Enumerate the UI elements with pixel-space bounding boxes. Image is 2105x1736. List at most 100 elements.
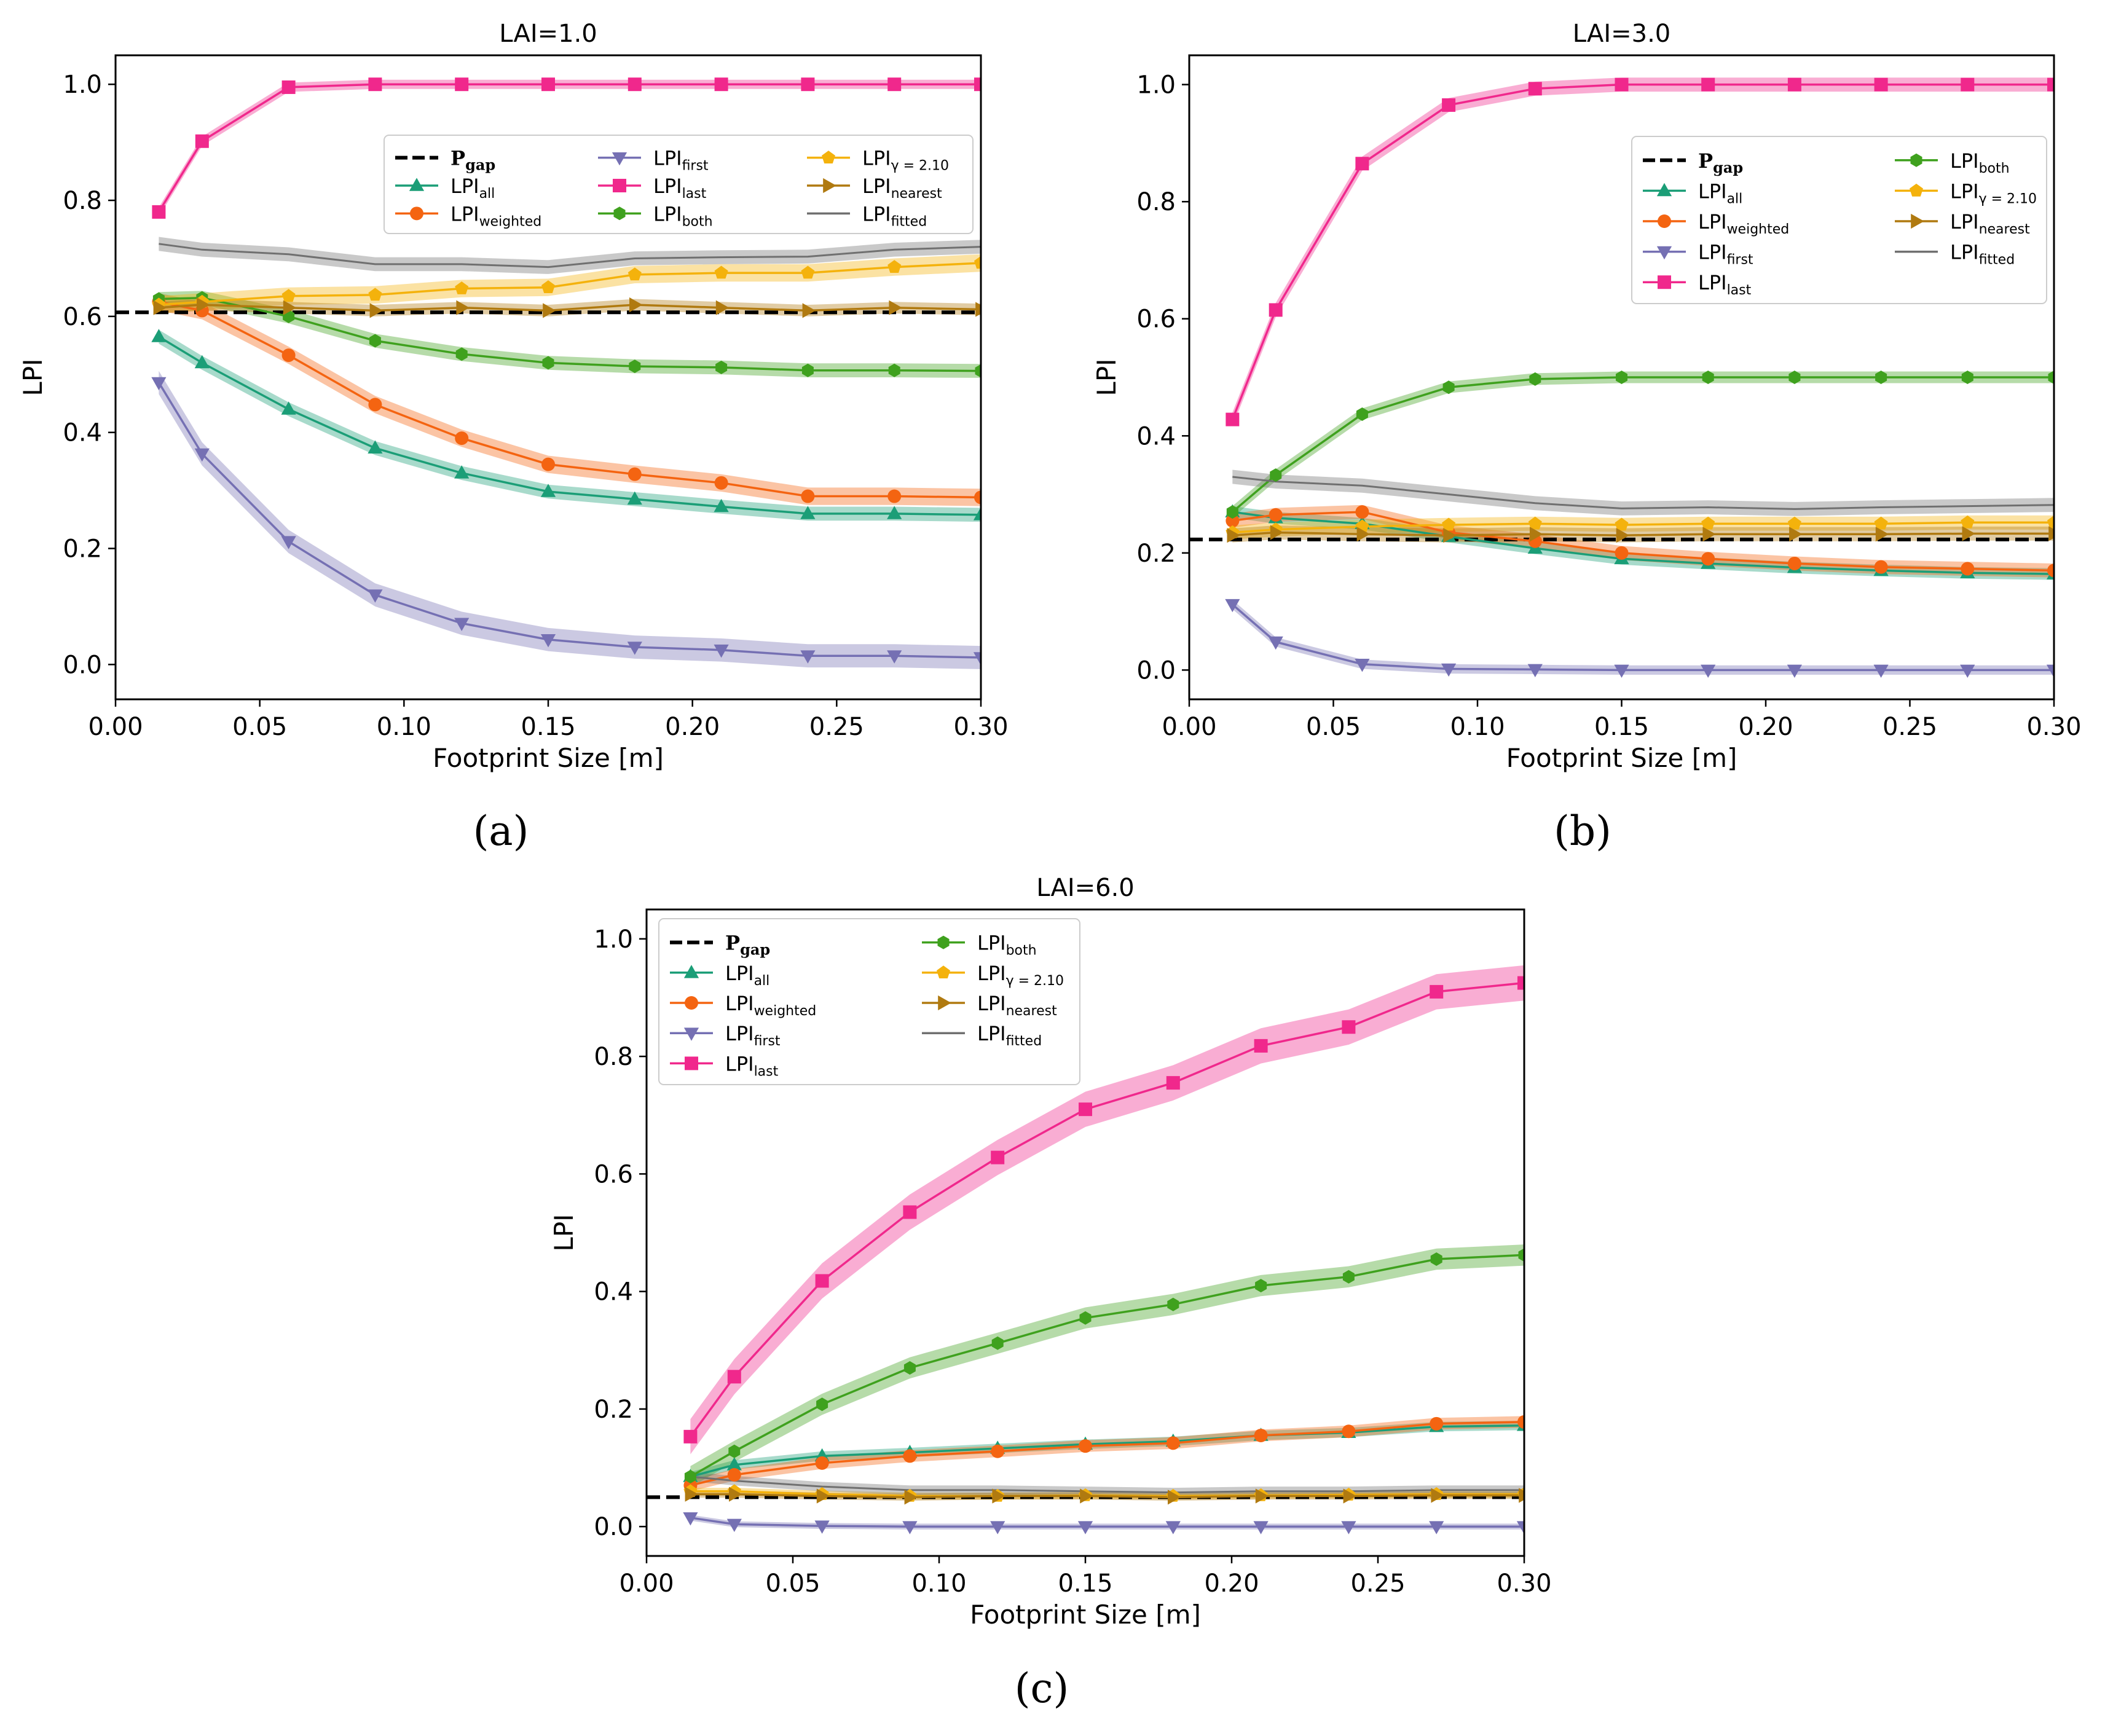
y-tick-label: 0.4 [1136, 422, 1176, 450]
legend-subscript: last [1727, 283, 1752, 298]
legend-subscript: fitted [1979, 253, 2015, 268]
point-weighted [1615, 546, 1629, 560]
point-last [1442, 98, 1455, 112]
y-tick-label: 1.0 [1136, 71, 1176, 100]
point-last [1254, 1039, 1268, 1053]
point-last [1355, 157, 1369, 170]
point-last [903, 1206, 916, 1219]
y-axis-label: LPI [18, 358, 48, 396]
y-tick-label: 0.6 [1136, 305, 1176, 334]
caption-c: (c) [1015, 1665, 1069, 1712]
x-tick-label: 0.10 [911, 1569, 966, 1598]
point-weighted [368, 398, 382, 411]
legend-subscript: gap [465, 156, 495, 174]
y-tick-label: 1.0 [63, 71, 102, 99]
point-last [715, 77, 728, 91]
legend-subscript: both [1006, 943, 1037, 959]
y-tick-label: 0.0 [63, 651, 102, 679]
y-tick-label: 0.2 [1136, 540, 1176, 568]
x-tick-label: 0.25 [1883, 713, 1937, 741]
x-tick-label: 0.15 [1058, 1569, 1112, 1598]
x-tick-label: 0.00 [1162, 713, 1216, 741]
legend-subscript: gap [1713, 159, 1743, 176]
point-weighted [1269, 508, 1283, 522]
legend-subscript: fitted [1006, 1034, 1042, 1049]
legend-subscript: nearest [1979, 222, 2031, 237]
legend-subscript: nearest [1006, 1004, 1058, 1019]
y-tick-label: 0.8 [63, 187, 102, 215]
point-last [1167, 1076, 1180, 1090]
legend-subscript: first [682, 159, 709, 174]
point-nearest [975, 302, 989, 316]
chart-panel-1: LAI=1.00.00 0.05 0.10 0.15 0.20 0.25 0.300.00.… [18, 20, 1009, 773]
point-last [1701, 78, 1715, 92]
legend-subscript: all [754, 973, 770, 989]
x-axis-label: Footprint Size [m] [970, 1600, 1201, 1630]
band-both [1232, 372, 2054, 518]
chart-title: LAI=6.0 [1036, 874, 1135, 902]
point-weighted [991, 1445, 1004, 1458]
x-tick-label: 0.05 [232, 713, 287, 741]
legend-subscript: γ = 2.10 [891, 159, 949, 174]
legend-marker [685, 1056, 698, 1070]
legend-subscript: all [479, 186, 495, 202]
point-last [1079, 1102, 1092, 1116]
point-weighted [1342, 1424, 1355, 1438]
legend: PgapLPIallLPIweightedLPIfirstLPIlastLPIb… [384, 135, 973, 234]
point-weighted [903, 1449, 916, 1463]
chart-title: LAI=1.0 [499, 20, 597, 48]
point-last [887, 77, 901, 91]
point-weighted [628, 468, 642, 481]
point-last [816, 1274, 829, 1287]
y-tick-label: 0.6 [594, 1160, 633, 1188]
point-weighted [1254, 1429, 1268, 1442]
legend-subscript: weighted [754, 1004, 817, 1019]
legend: PgapLPIallLPIweightedLPIfirstLPIlastLPIb… [659, 919, 1080, 1085]
caption-a: (a) [473, 807, 529, 855]
y-tick-label: 0.8 [1136, 188, 1176, 216]
legend-marker [1658, 214, 1671, 228]
point-last [368, 77, 382, 91]
point-last [195, 135, 209, 148]
x-tick-label: 0.30 [1497, 1569, 1551, 1598]
figure: (a) (b) (c) LAI=1.0 0.00 0.05 0.10 0.15 0.20 0… [0, 0, 2105, 1736]
legend-subscript: both [682, 214, 713, 229]
point-weighted [1430, 1417, 1443, 1431]
point-weighted [1788, 557, 1801, 570]
y-tick-label: 0.4 [63, 419, 102, 447]
point-nearest [2048, 526, 2062, 541]
point-last [728, 1370, 741, 1383]
point-last [1529, 82, 1542, 95]
point-weighted [1167, 1436, 1180, 1450]
chart-panel-2: LAI=3.0 0.00 0.05 0.10 0.15 0.20 0.25 0.30 0.0 0.… [1092, 20, 2082, 773]
x-tick-label: 0.05 [765, 1569, 820, 1598]
point-weighted [1961, 562, 1974, 576]
point-last [801, 77, 814, 91]
point-last [1430, 985, 1443, 999]
point-last [1342, 1020, 1355, 1034]
x-tick-label: 0.05 [1306, 713, 1361, 741]
x-tick-label: 0.00 [88, 713, 143, 741]
caption-b: (b) [1554, 807, 1611, 855]
point-last [541, 77, 555, 91]
legend-subscript: first [754, 1034, 781, 1049]
y-axis-label: LPI [1092, 358, 1122, 396]
point-last [455, 77, 468, 91]
point-weighted [282, 348, 296, 362]
legend-marker [1658, 275, 1671, 289]
point-last [1615, 78, 1629, 92]
x-tick-label: 0.20 [665, 713, 720, 741]
point-weighted [541, 458, 555, 471]
point-last [1875, 78, 1888, 92]
legend-marker [410, 206, 423, 220]
legend-subscript: last [754, 1064, 779, 1079]
x-tick-label: 0.25 [1350, 1569, 1405, 1598]
y-axis-label: LPI [549, 1214, 579, 1251]
legend-subscript: last [682, 186, 707, 202]
legend-subscript: γ = 2.10 [1006, 973, 1064, 989]
point-weighted [715, 476, 728, 490]
legend-marker [685, 996, 698, 1010]
x-tick-label: 0.20 [1738, 713, 1793, 741]
y-tick-label: 0.2 [594, 1396, 633, 1424]
x-tick-label: 0.30 [953, 713, 1008, 741]
